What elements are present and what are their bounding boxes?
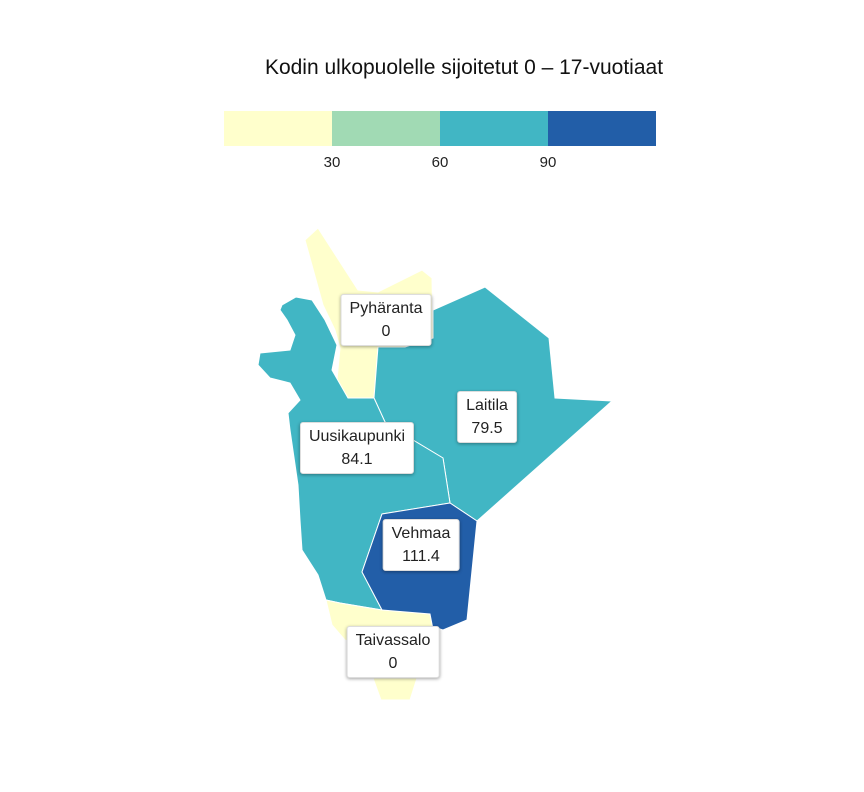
- map-title: Kodin ulkopuolelle sijoitetut 0 – 17-vuo…: [264, 56, 664, 79]
- region-value: 111.4: [402, 548, 440, 565]
- legend-bin-60-90: [440, 111, 548, 146]
- label-uusikaupunki: Uusikaupunki 84.1: [299, 422, 415, 474]
- region-value: 84.1: [341, 451, 373, 468]
- legend-tick-60: 60: [431, 154, 449, 171]
- legend-bin-0-30: [224, 111, 332, 146]
- legend-bin-30-60: [332, 111, 440, 146]
- region-name: Taivassalo: [355, 632, 431, 649]
- label-pyharanta: Pyhäranta 0: [340, 294, 432, 346]
- region-name: Vehmaa: [391, 525, 451, 542]
- legend-tick-90: 90: [539, 154, 557, 171]
- region-value: 79.5: [471, 420, 503, 437]
- region-name: Pyhäranta: [349, 300, 423, 317]
- region-name: Laitila: [466, 397, 508, 414]
- label-laitila: Laitila 79.5: [457, 391, 517, 443]
- legend-tick-30: 30: [323, 154, 341, 171]
- region-name: Uusikaupunki: [308, 428, 406, 445]
- color-legend: [224, 111, 656, 146]
- label-vehmaa: Vehmaa 111.4: [382, 519, 460, 571]
- label-taivassalo: Taivassalo 0: [346, 626, 440, 678]
- legend-bin-90-plus: [548, 111, 656, 146]
- region-value: 0: [381, 323, 391, 340]
- region-value: 0: [388, 655, 398, 672]
